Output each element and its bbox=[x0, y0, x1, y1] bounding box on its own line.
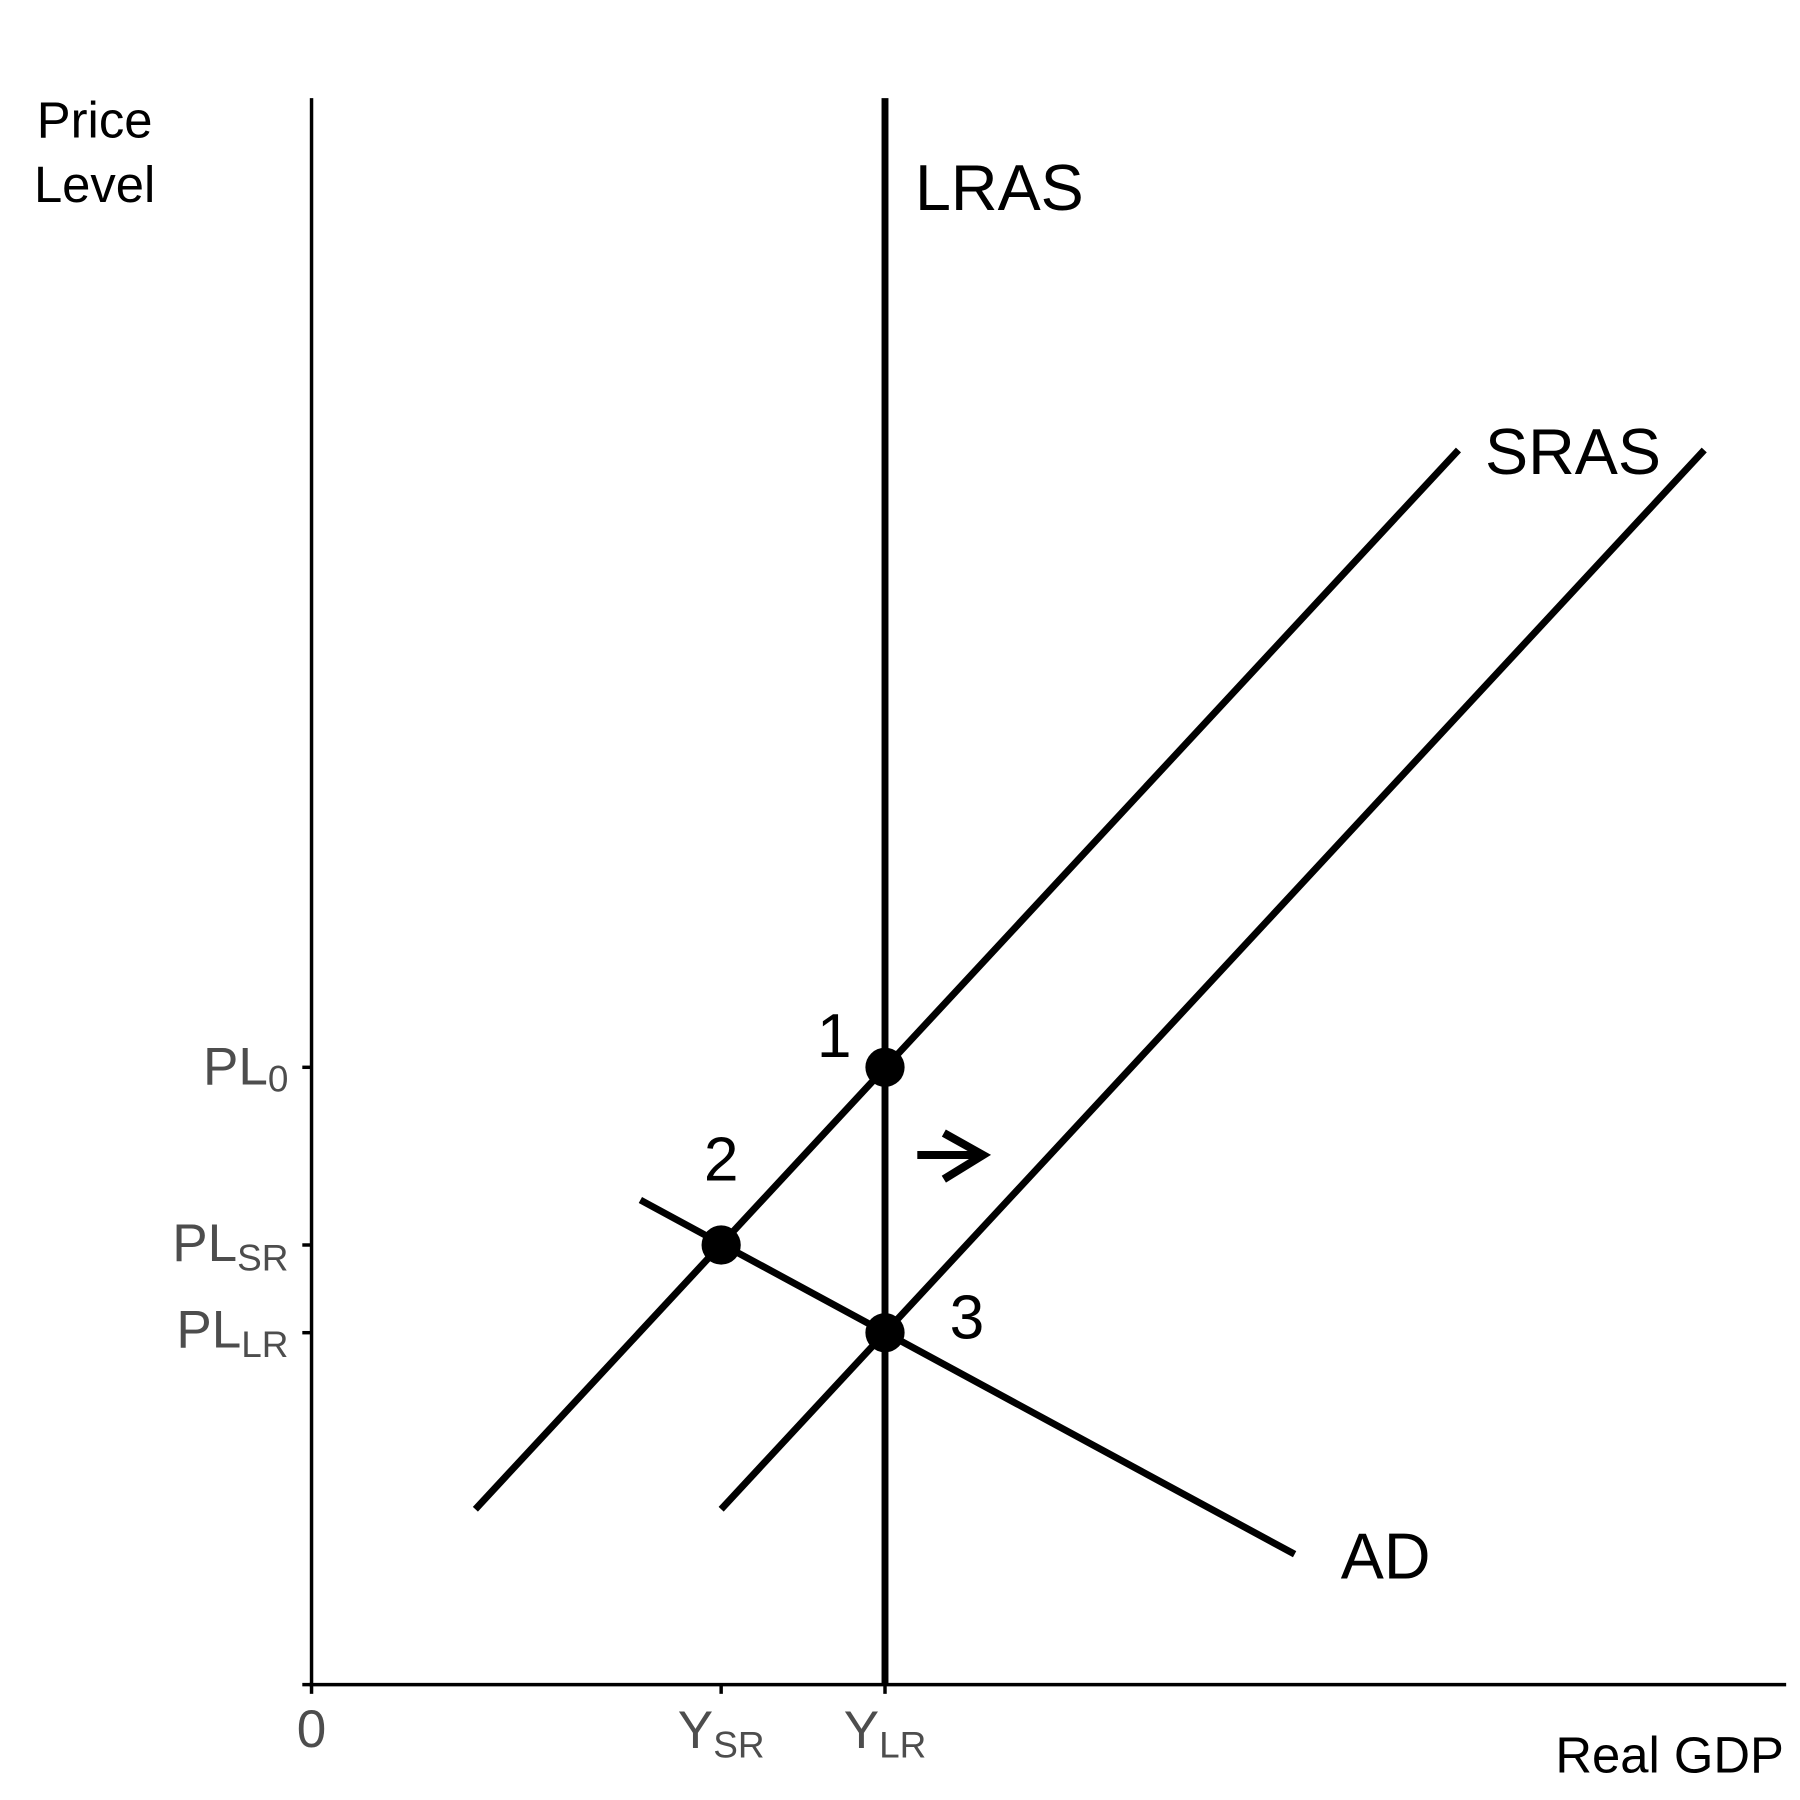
point bbox=[865, 1047, 905, 1087]
x-title: Real GDP bbox=[1555, 1726, 1783, 1783]
x-tick-label: YSR bbox=[678, 1701, 765, 1765]
point bbox=[701, 1225, 741, 1265]
y-tick-label: PL0 bbox=[203, 1038, 288, 1100]
shift-arrow bbox=[917, 1129, 992, 1183]
tick-sub: SR bbox=[713, 1724, 764, 1765]
tick-base: PL bbox=[176, 1301, 241, 1360]
point-label: 3 bbox=[950, 1283, 985, 1352]
tick-sub: SR bbox=[237, 1237, 288, 1278]
ad-curve bbox=[638, 1196, 1297, 1558]
sras-curve bbox=[472, 447, 1461, 1512]
tick-base: PL bbox=[172, 1214, 237, 1273]
point bbox=[865, 1313, 905, 1353]
curve-label: AD bbox=[1341, 1520, 1431, 1592]
curve-label: SRAS bbox=[1485, 416, 1661, 488]
origin-label: 0 bbox=[297, 1700, 327, 1759]
point-label: 2 bbox=[704, 1125, 739, 1194]
curve-label: LRAS bbox=[915, 152, 1084, 224]
sras-curve-shifted bbox=[718, 447, 1707, 1512]
y-title: Price bbox=[37, 91, 153, 148]
y-tick-label: PLLR bbox=[176, 1301, 288, 1365]
tick-sub: LR bbox=[879, 1724, 926, 1765]
tick-base: PL bbox=[203, 1038, 268, 1097]
tick-base: Y bbox=[844, 1701, 879, 1760]
tick-sub: 0 bbox=[268, 1059, 289, 1100]
x-tick-label: YLR bbox=[844, 1701, 927, 1765]
y-tick-label: PLSR bbox=[172, 1214, 288, 1278]
tick-sub: LR bbox=[241, 1324, 288, 1365]
y-title: Level bbox=[34, 156, 155, 213]
tick-base: Y bbox=[678, 1701, 713, 1760]
point-label: 1 bbox=[817, 1002, 852, 1071]
